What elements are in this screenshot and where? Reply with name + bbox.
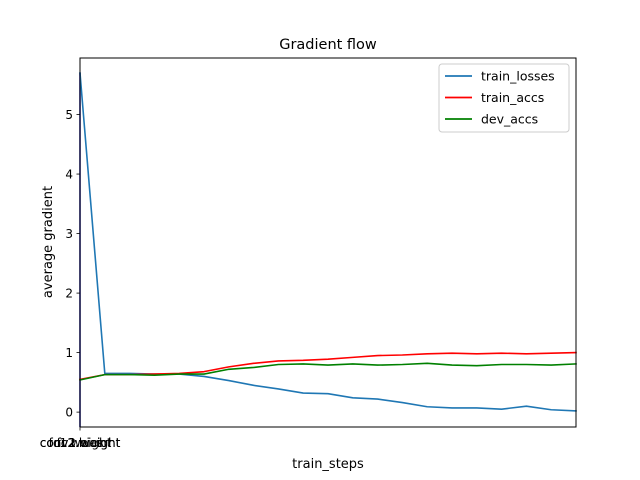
chart-title: Gradient flow	[279, 37, 377, 53]
y-tick-label: 2	[65, 287, 73, 301]
series-layer	[79, 72, 577, 412]
y-tick-label: 1	[65, 346, 73, 360]
legend: train_losses train_accs dev_accs	[438, 63, 570, 133]
series-line-dev-accs	[79, 362, 577, 381]
legend-box	[438, 63, 570, 133]
x-tick-label: conv2.weight	[40, 436, 121, 450]
plot-frame	[79, 57, 577, 428]
legend-label-dev-accs: dev_accs	[481, 112, 538, 127]
legend-label-train-accs: train_accs	[481, 90, 544, 105]
axes-layer	[79, 57, 577, 428]
series-line-train-accs	[79, 351, 577, 381]
x-tick-label: fc1.weight	[49, 436, 112, 450]
x-tick-label: conv1.weight	[40, 436, 121, 450]
x-tick-label: fc2.bias	[57, 436, 104, 450]
y-tick-label: 5	[65, 108, 73, 122]
x-axis: conv1.weightfc2.biasfc1.weightconv2.weig…	[40, 427, 121, 450]
y-tick-label: 0	[65, 406, 73, 420]
y-tick-label: 4	[65, 168, 73, 182]
legend-label-train-losses: train_losses	[481, 69, 555, 84]
y-tick-label: 3	[65, 227, 73, 241]
y-axis-label: average gradient	[41, 186, 56, 298]
x-axis-label: train_steps	[292, 457, 364, 472]
y-axis: 0 1 2 3 4 5	[65, 108, 80, 420]
